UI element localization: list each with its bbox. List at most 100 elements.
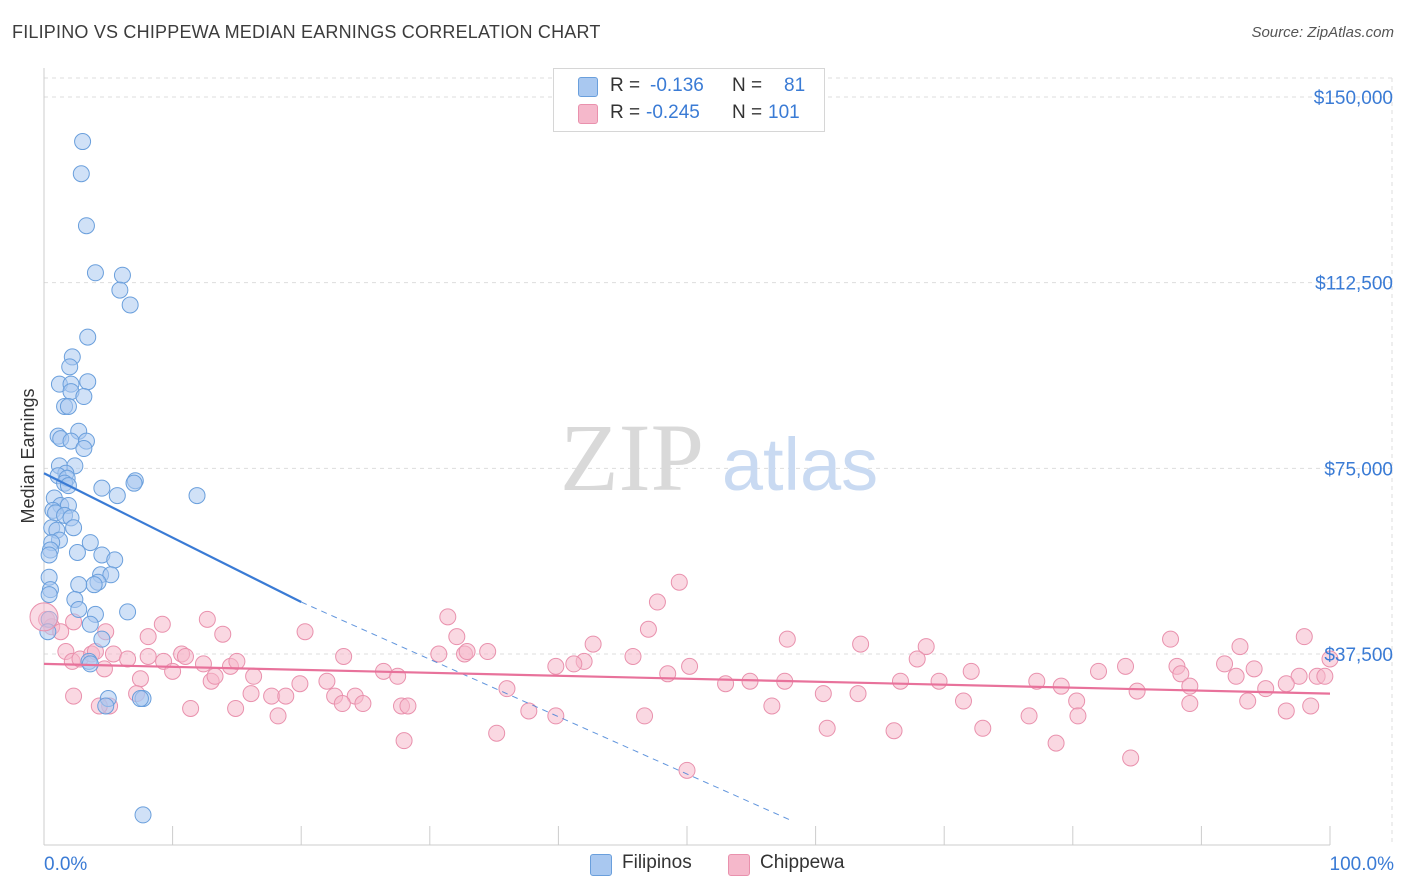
point-chippewa — [198, 610, 216, 628]
point-chippewa — [395, 732, 413, 750]
point-chippewa — [648, 593, 666, 611]
point-chippewa — [1128, 682, 1146, 700]
point-chippewa — [778, 630, 796, 648]
point-chippewa — [584, 635, 602, 653]
point-chippewa — [1122, 749, 1140, 767]
point-chippewa — [277, 687, 295, 705]
point-filipinos — [119, 603, 137, 621]
point-filipinos — [70, 576, 88, 594]
legend-swatch-blue — [578, 77, 598, 97]
point-chippewa — [176, 647, 194, 665]
point-chippewa — [263, 687, 281, 705]
point-chippewa — [1181, 695, 1199, 713]
point-chippewa — [681, 657, 699, 675]
point-chippewa — [624, 647, 642, 665]
point-filipinos — [131, 690, 149, 708]
point-chippewa — [488, 724, 506, 742]
legend-r-label: R = — [610, 102, 641, 123]
point-chippewa — [139, 628, 157, 646]
point-chippewa — [1181, 677, 1199, 695]
legend-n-label: N = — [732, 102, 763, 123]
point-chippewa — [269, 707, 287, 725]
point-chippewa — [1216, 655, 1234, 673]
trend-line-chippewa — [43, 662, 1331, 695]
point-chippewa — [891, 672, 909, 690]
point-chippewa — [1047, 734, 1065, 752]
legend-r-value: -0.136 — [650, 75, 704, 96]
point-filipinos — [134, 806, 152, 824]
x-tick-label: 0.0% — [44, 854, 87, 875]
point-chippewa — [214, 625, 232, 643]
point-filipinos — [68, 544, 86, 562]
point-filipinos — [75, 440, 93, 458]
point-chippewa — [1227, 667, 1245, 685]
point-chippewa — [814, 685, 832, 703]
point-chippewa — [974, 719, 992, 737]
point-filipinos — [79, 328, 97, 346]
point-chippewa — [849, 685, 867, 703]
legend-swatch-pink — [578, 104, 598, 124]
point-chippewa — [1257, 680, 1275, 698]
point-chippewa — [547, 657, 565, 675]
y-tick-label: $150,000 — [1314, 88, 1393, 109]
point-chippewa — [1277, 702, 1295, 720]
source-label: Source: ZipAtlas.com — [1251, 24, 1394, 41]
bottom-swatch-blue — [590, 854, 612, 876]
trend-line-filipinos-extension — [300, 601, 791, 821]
point-chippewa — [520, 702, 538, 720]
watermark-zip: ZIP — [560, 404, 704, 511]
point-chippewa — [565, 655, 583, 673]
point-chippewa — [399, 697, 417, 715]
point-chippewa — [1117, 657, 1135, 675]
point-chippewa-cluster — [29, 602, 59, 632]
y-tick-label: $75,000 — [1324, 459, 1393, 480]
point-chippewa — [430, 645, 448, 663]
point-chippewa — [498, 680, 516, 698]
axes — [43, 68, 1331, 846]
point-chippewa — [65, 687, 83, 705]
point-chippewa — [206, 667, 224, 685]
point-filipinos — [113, 266, 131, 284]
point-chippewa — [1068, 692, 1086, 710]
point-filipinos — [75, 388, 93, 406]
point-chippewa — [389, 667, 407, 685]
point-filipinos — [111, 281, 129, 299]
point-chippewa — [227, 699, 245, 717]
point-chippewa — [245, 667, 263, 685]
point-chippewa — [1090, 662, 1108, 680]
point-chippewa — [962, 662, 980, 680]
point-chippewa — [1239, 692, 1257, 710]
correlation-legend: R = -0.136 N = 81 R = -0.245 N = 101 — [553, 68, 825, 132]
point-filipinos — [59, 397, 77, 415]
point-chippewa — [954, 692, 972, 710]
data-points — [29, 133, 1339, 824]
point-chippewa — [296, 623, 314, 641]
point-filipinos — [108, 487, 126, 505]
point-filipinos — [72, 165, 90, 183]
point-filipinos — [121, 296, 139, 314]
bottom-swatch-pink — [728, 854, 750, 876]
point-filipinos — [125, 474, 143, 492]
point-filipinos — [102, 566, 120, 584]
point-chippewa — [1290, 667, 1308, 685]
point-filipinos — [74, 133, 92, 151]
point-filipinos — [81, 534, 99, 552]
point-chippewa — [95, 660, 113, 678]
point-chippewa — [194, 655, 212, 673]
point-chippewa — [639, 620, 657, 638]
legend-n-value: 101 — [768, 102, 800, 123]
point-filipinos — [188, 487, 206, 505]
trend-lines — [43, 472, 1331, 821]
point-chippewa — [479, 643, 497, 661]
point-chippewa — [335, 647, 353, 665]
bottom-legend-label: Filipinos — [622, 852, 692, 873]
point-chippewa — [291, 675, 309, 693]
point-chippewa — [818, 719, 836, 737]
point-filipinos — [40, 586, 58, 604]
point-chippewa — [1231, 638, 1249, 656]
trend-line-filipinos — [43, 472, 302, 603]
point-chippewa — [131, 670, 149, 688]
point-filipinos — [81, 615, 99, 633]
point-chippewa — [153, 615, 171, 633]
